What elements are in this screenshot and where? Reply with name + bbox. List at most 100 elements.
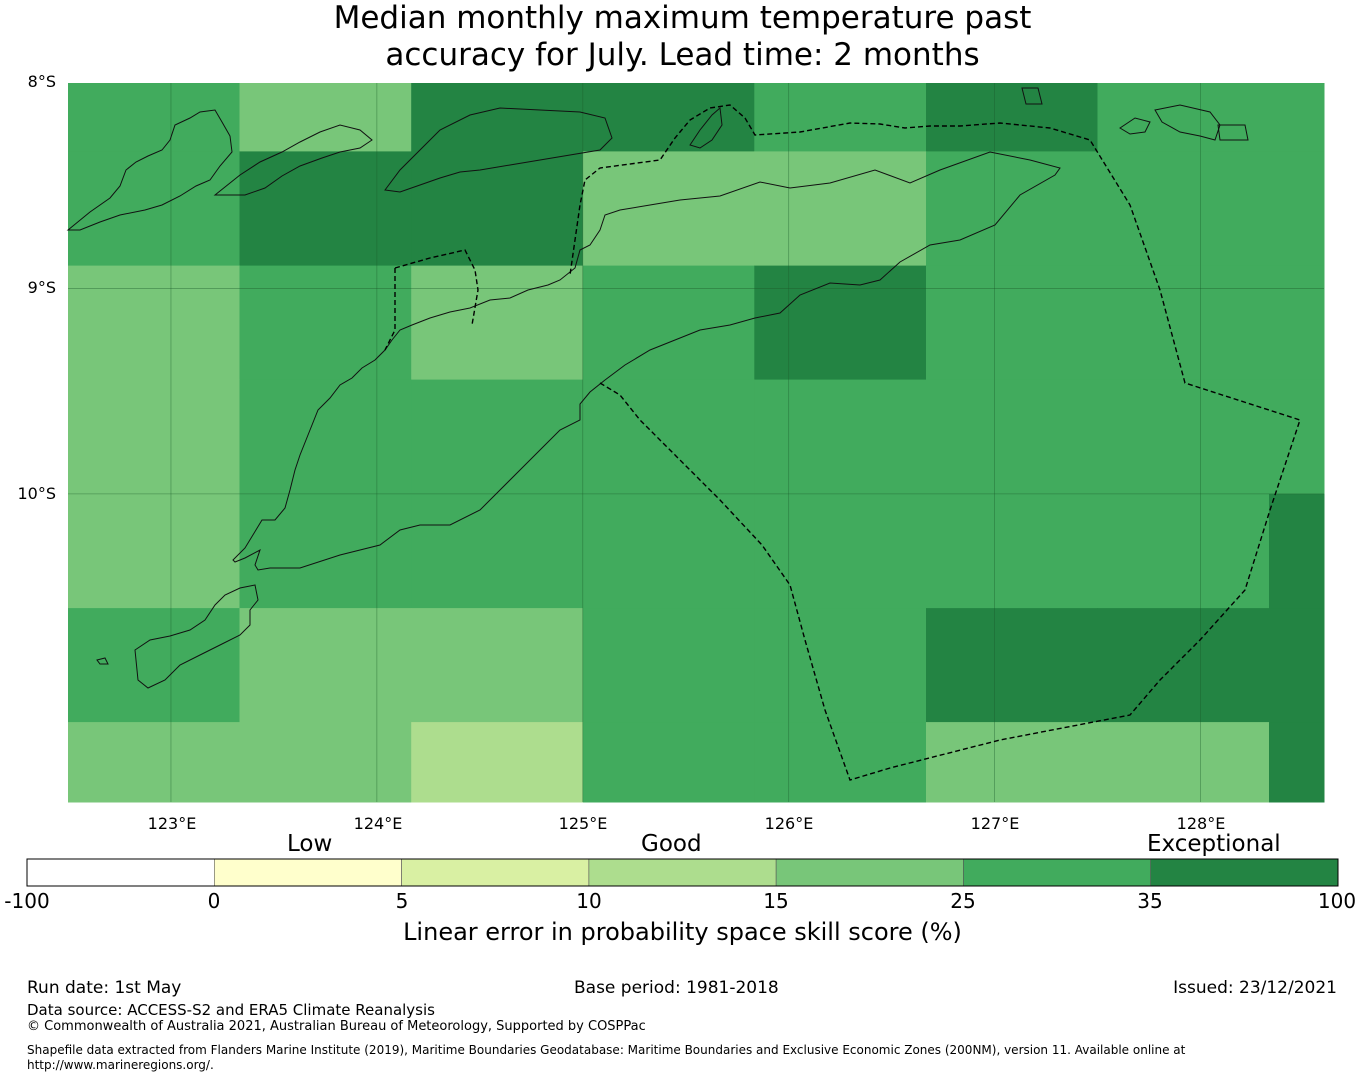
colorbar-category-exceptional: Exceptional <box>1147 831 1281 857</box>
skill-cell <box>1269 83 1325 152</box>
skill-cell <box>68 493 240 609</box>
colorbar-segment <box>26 858 215 887</box>
skill-cell <box>239 493 412 609</box>
skill-cell <box>68 608 240 723</box>
colorbar-tick: 15 <box>763 889 789 913</box>
colorbar-segment <box>775 858 964 887</box>
skill-cell <box>411 722 584 803</box>
skill-cell <box>1097 265 1270 381</box>
colorbar-tick: 100 <box>1317 889 1357 913</box>
skill-cell <box>926 493 1098 609</box>
skill-cell <box>1097 151 1270 267</box>
colorbar-tick: 10 <box>576 889 602 913</box>
graticule <box>68 83 1324 802</box>
colorbar-segment <box>1150 858 1339 887</box>
skill-cell <box>754 265 927 381</box>
colorbar-category-good: Good <box>641 831 702 857</box>
chart-title: Median monthly maximum temperature past … <box>0 0 1365 74</box>
skill-cell <box>582 83 755 152</box>
skill-cell <box>239 722 412 803</box>
island-east-tiny <box>1217 124 1249 141</box>
lon-label-124e: 124°E <box>353 814 403 833</box>
skill-cell <box>1097 608 1270 723</box>
skill-cell <box>926 379 1098 495</box>
title-line-1: Median monthly maximum temperature past <box>333 0 1032 36</box>
shapefile-credit-line-2: http://www.marineregions.org/. <box>27 1058 214 1072</box>
island-east-small <box>1119 117 1151 135</box>
data-source: Data source: ACCESS-S2 and ERA5 Climate … <box>27 1001 435 1019</box>
timor-coastline <box>232 151 1061 571</box>
colorbar-tick: -100 <box>4 889 50 913</box>
skill-cell <box>926 265 1098 381</box>
eez-boundary-oecusse <box>384 249 479 351</box>
lon-label-126e: 126°E <box>764 814 814 833</box>
skill-cell <box>582 493 755 609</box>
skill-cell <box>926 151 1098 267</box>
colorbar-category-low: Low <box>287 831 333 857</box>
skill-cell <box>926 83 1098 152</box>
lat-label-8s: 8°S <box>27 72 56 91</box>
skill-cell <box>239 83 412 152</box>
skill-cell <box>239 379 412 495</box>
colorbar-segment <box>963 858 1152 887</box>
colorbar-tick: 5 <box>395 889 409 913</box>
skill-cell <box>411 151 584 267</box>
colorbar-title: Linear error in probability space skill … <box>403 918 962 946</box>
island-rote <box>134 584 259 689</box>
skill-cell <box>1097 379 1270 495</box>
skill-cell <box>68 83 240 152</box>
skill-cell <box>1269 265 1325 381</box>
skill-cell <box>1269 379 1325 495</box>
skill-cell <box>754 151 927 267</box>
skill-cell <box>411 83 584 152</box>
colorbar-tick: 25 <box>950 889 976 913</box>
shapefile-credit-line-1: Shapefile data extracted from Flanders M… <box>27 1043 1186 1057</box>
skill-cell <box>1269 151 1325 267</box>
skill-cell <box>582 151 755 267</box>
base-period: Base period: 1981-2018 <box>574 978 779 998</box>
island-atauro <box>689 106 723 149</box>
skill-cell <box>411 608 584 723</box>
skill-cell <box>1097 83 1270 152</box>
colorbar-border <box>26 858 1339 887</box>
issued-date: Issued: 23/12/2021 <box>1173 978 1337 998</box>
colorbar <box>26 858 1339 887</box>
skill-cell <box>68 151 240 267</box>
skill-cell <box>411 265 584 381</box>
eez-boundary-main <box>569 104 1301 781</box>
skill-cell <box>68 722 240 803</box>
island-east-large <box>1154 104 1221 141</box>
skill-cell <box>926 722 1098 803</box>
colorbar-segment <box>588 858 777 887</box>
skill-cell <box>1269 608 1325 723</box>
colorbar-tick: 0 <box>207 889 221 913</box>
colorbar-segment <box>401 858 590 887</box>
title-line-2: accuracy for July. Lead time: 2 months <box>385 37 980 73</box>
lat-label-9s: 9°S <box>27 278 56 297</box>
lon-label-128e: 128°E <box>1176 814 1226 833</box>
skill-cell <box>926 608 1098 723</box>
skill-cell <box>754 379 927 495</box>
run-date: Run date: 1st May <box>27 978 182 998</box>
skill-cell <box>754 722 927 803</box>
skill-cell <box>1269 493 1325 609</box>
island-north-west <box>66 109 233 231</box>
skill-cell <box>1097 722 1270 803</box>
skill-cell <box>239 265 412 381</box>
skill-cell <box>582 265 755 381</box>
maritime-boundaries <box>384 104 1301 781</box>
skill-cell <box>582 379 755 495</box>
skill-cell <box>411 493 584 609</box>
copyright: © Commonwealth of Australia 2021, Austra… <box>27 1019 646 1034</box>
lon-label-125e: 125°E <box>558 814 608 833</box>
colorbar-tick: 35 <box>1137 889 1163 913</box>
skill-cell <box>754 493 927 609</box>
skill-cell <box>239 151 412 267</box>
lon-label-123e: 123°E <box>147 814 197 833</box>
skill-cell <box>68 265 240 381</box>
island-sawu <box>96 657 109 665</box>
skill-cell <box>68 379 240 495</box>
skill-grid-cells <box>68 83 1325 803</box>
skill-cell <box>582 722 755 803</box>
